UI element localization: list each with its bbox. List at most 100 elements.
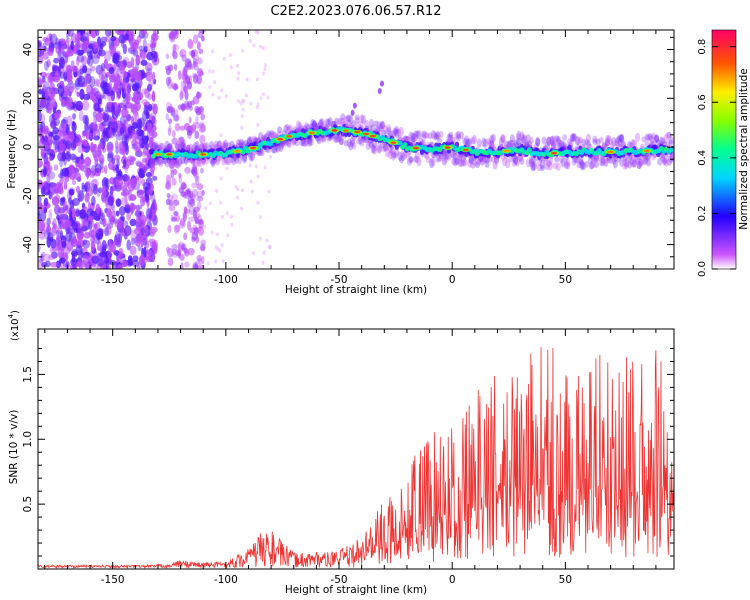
heatmap-cell [139,236,143,242]
heatmap-cell [195,175,200,186]
heatmap-cell [451,157,457,166]
heatmap-cell [475,161,481,168]
heatmap-cell [535,136,541,147]
heatmap-cell [85,73,92,85]
heatmap-cell [236,76,240,81]
heatmap-cell [192,74,199,84]
heatmap-cell [194,216,198,223]
heatmap-cell [46,217,51,226]
heatmap-cell [38,210,41,218]
heatmap-cell [302,138,308,147]
heatmap-cell [229,155,235,163]
heatmap-cell [180,155,186,165]
heatmap-cell [121,107,129,119]
heatmap-cell [39,45,45,57]
heatmap-cell [89,65,96,72]
heatmap-cell [263,67,267,72]
heatmap-cell [338,137,344,146]
heatmap-cell [118,206,126,216]
heatmap-cell [105,259,109,269]
heatmap-cell [352,102,357,109]
heatmap-cell [219,200,223,205]
heatmap-cell [43,158,49,169]
heatmap-cell [119,250,123,257]
heatmap-cell [373,120,379,127]
heatmap-cell [288,124,294,135]
heatmap-cell [171,137,178,145]
heatmap-cell [532,161,538,171]
colorbar-tick-label: 0.2 [697,205,708,221]
heatmap-cell [584,160,590,168]
heatmap-cell [200,243,206,251]
heatmap-cell [151,131,158,138]
heatmap-cell [600,154,606,164]
heatmap-cell [72,220,78,231]
heatmap-cell [661,157,667,166]
heatmap-cell [149,164,156,173]
heatmap-cell [168,204,176,212]
heatmap-cell [172,84,179,91]
heatmap-cell [134,111,140,124]
heatmap-cell [584,138,590,146]
heatmap-cell [106,143,114,153]
heatmap-cell [179,125,186,131]
heatmap-cell [92,135,100,141]
heatmap-cell [140,59,148,66]
heatmap-cell [272,131,278,140]
heatmap-cell [94,163,102,174]
heatmap-cell [104,35,111,43]
heatmap-cell [111,185,116,192]
heatmap-cell [115,178,120,187]
heatmap-cell [448,134,454,143]
heatmap-cell [623,158,629,168]
heatmap-cell [191,182,198,189]
heatmap-cell [380,80,385,87]
heatmap-cell [581,161,587,171]
heatmap-cell [133,141,141,153]
heatmap-cell [321,135,327,143]
heatmap-cell [175,108,179,118]
heatmap-cell [167,225,172,234]
heatmap-cell [170,82,177,89]
heatmap-cell [416,130,422,140]
heatmap-cell [40,253,44,262]
heatmap-cell [82,239,91,249]
heatmap-cell [113,250,120,256]
heatmap-cell [124,195,128,204]
heatmap-cell [242,154,248,164]
heatmap-cell [219,176,223,181]
heatmap-cell [286,140,292,148]
heatmap-cell [446,133,452,142]
heatmap-cell [241,98,245,103]
heatmap-cell [268,245,272,250]
heatmap-cell [666,131,672,139]
heatmap-cell [223,139,229,149]
heatmap-cell [52,135,60,141]
heatmap-cell [539,159,545,169]
heatmap-cell [71,65,78,73]
heatmap-cell [342,129,349,133]
heatmap-cell [127,189,133,202]
heatmap-cell [138,45,146,52]
heatmap-cell [180,80,187,89]
heatmap-cell [107,161,115,170]
heatmap-cell [110,90,115,102]
heatmap-cell [82,218,86,230]
heatmap-cell [176,158,183,166]
heatmap-cell [549,135,555,146]
heatmap-cell [630,139,636,149]
heatmap-cell [114,30,120,34]
heatmap-cell [183,232,188,241]
heatmap-cell [181,54,187,62]
heatmap-cell [291,137,297,146]
heatmap-cell [152,175,158,181]
heatmap-cell [617,138,623,148]
heatmap-cell [44,37,51,46]
heatmap-cell [508,139,514,149]
heatmap-cell [378,122,384,133]
heatmap-cell [89,121,98,129]
heatmap-cell [90,240,96,252]
heatmap-cell [90,87,95,98]
heatmap-cell [377,87,382,94]
heatmap-cell [116,264,123,269]
